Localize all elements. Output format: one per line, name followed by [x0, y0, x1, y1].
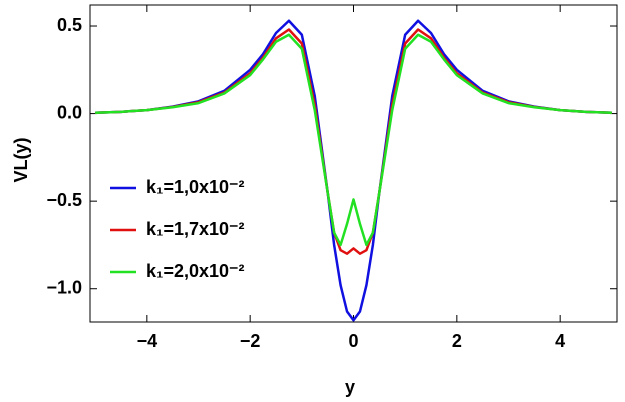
y-axis-label: VL(y) — [11, 137, 31, 182]
series-line — [95, 19, 612, 322]
x-tick-label: −4 — [137, 331, 158, 351]
y-tick-label: 0.5 — [57, 15, 82, 35]
x-tick-label: 4 — [555, 331, 565, 351]
x-tick-label: 2 — [452, 331, 462, 351]
series-line — [95, 33, 612, 247]
y-tick-label: −0.5 — [46, 190, 82, 210]
y-tick-label: −1.0 — [46, 277, 82, 297]
legend-label: k₁=1,0x10⁻² — [146, 177, 245, 197]
x-tick-label: −2 — [240, 331, 261, 351]
legend-label: k₁=1,7x10⁻² — [146, 219, 245, 239]
legend-label: k₁=2,0x10⁻² — [146, 261, 245, 281]
x-axis-label: y — [345, 377, 355, 397]
y-tick-label: 0.0 — [57, 102, 82, 122]
x-tick-label: 0 — [348, 331, 358, 351]
